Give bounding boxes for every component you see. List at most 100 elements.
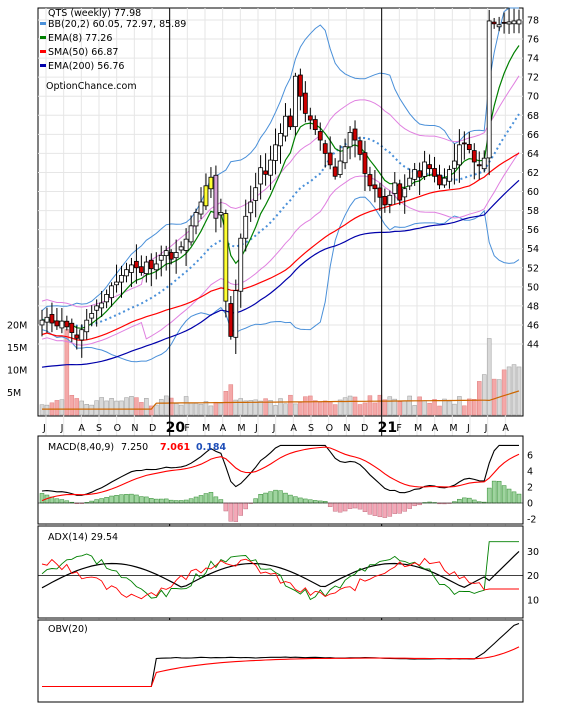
volume-bar — [283, 403, 288, 416]
volume-bar — [303, 396, 308, 416]
candle-body — [347, 132, 353, 148]
macd-histogram-bar — [94, 499, 99, 504]
volume-average-line — [42, 390, 520, 410]
month-label: M — [202, 423, 210, 434]
macd-histogram-bar — [178, 500, 184, 504]
price-tick-label: 70 — [527, 92, 539, 103]
macd-value-1: 7.250 — [121, 442, 148, 453]
volume-bar — [99, 397, 104, 416]
volume-bar — [472, 399, 477, 416]
obv-average-line — [42, 646, 520, 688]
price-tick-label: 78 — [527, 16, 539, 27]
volume-bar — [228, 384, 234, 416]
price-tick-label: 66 — [527, 130, 539, 141]
candle-body — [183, 238, 189, 251]
candle-body — [332, 166, 338, 177]
macd-histogram-bar — [283, 492, 288, 504]
volume-bar — [268, 400, 273, 416]
candle-body — [228, 303, 234, 337]
macd-histogram-bar — [124, 494, 129, 504]
candle-body — [471, 150, 477, 163]
candle-body — [208, 176, 214, 190]
month-label: D — [361, 423, 368, 434]
macd-histogram-bar — [397, 502, 402, 514]
price-tick-label: 46 — [527, 320, 539, 331]
candle-body — [407, 177, 413, 187]
candle-body — [178, 246, 184, 251]
candle-body — [94, 305, 100, 311]
candle-body — [198, 201, 204, 215]
month-label: 21 — [378, 420, 397, 436]
macd-histogram-bar — [243, 502, 248, 510]
month-label: A — [502, 423, 509, 434]
candle-body — [327, 152, 333, 166]
volume-bar — [263, 398, 268, 416]
macd-histogram-bar — [268, 491, 273, 504]
candle-body — [278, 132, 283, 147]
candle-body — [173, 252, 179, 259]
price-tick-label: 74 — [527, 54, 539, 65]
adx-axis: 30 20 10 — [527, 547, 539, 606]
adx-line — [41, 550, 520, 589]
volume-bar — [129, 396, 134, 416]
macd-histogram-bar — [213, 496, 219, 504]
price-tick-label: 76 — [527, 35, 539, 46]
macd-histogram-bar — [462, 497, 467, 504]
month-label: 20 — [166, 420, 186, 436]
macd-histogram-bar — [407, 502, 412, 509]
volume-bar — [437, 405, 442, 416]
candle-body — [466, 143, 472, 150]
volume-bar — [144, 398, 149, 416]
candle-body — [481, 157, 487, 170]
price-tick-label: 44 — [527, 340, 539, 351]
candle-body — [412, 169, 418, 180]
macd-tick-label: -2 — [527, 515, 536, 526]
sma50-line — [41, 152, 520, 342]
minus-di-line — [41, 557, 519, 600]
macd-histogram-bar — [313, 500, 318, 504]
volume-bar — [407, 395, 412, 416]
plus-di-line — [41, 541, 519, 601]
price-tick-label: 68 — [527, 111, 539, 122]
volume-bar — [427, 403, 432, 416]
candle-body — [89, 313, 95, 319]
macd-histogram-bar — [198, 495, 204, 504]
macd-histogram-bar — [308, 499, 313, 504]
volume-bar — [119, 400, 124, 416]
volume-bar — [457, 396, 462, 416]
candle-body — [362, 152, 368, 174]
volume-bar — [44, 404, 50, 416]
macd-histogram-bar — [39, 493, 45, 504]
month-label: J — [254, 423, 258, 434]
macd-tick-label: 4 — [527, 467, 533, 478]
macd-histogram-bar — [109, 495, 114, 504]
candle-body — [501, 21, 507, 24]
candle-body — [158, 254, 164, 261]
volume-bar — [233, 399, 239, 416]
month-label: S — [96, 423, 102, 434]
macd-histogram-bar — [114, 495, 119, 504]
candle-body — [288, 115, 293, 128]
candle-body — [74, 334, 80, 339]
candle-body — [64, 320, 70, 328]
candle-body — [302, 92, 308, 114]
obv-plot — [42, 622, 520, 688]
macd-histogram-bar — [173, 500, 179, 504]
price-tick-label: 62 — [527, 168, 539, 179]
candle-body — [54, 320, 60, 327]
volume-bar — [322, 400, 328, 416]
volume-bar — [89, 404, 94, 416]
volume-bar — [154, 404, 159, 416]
volume-bar — [79, 400, 84, 416]
volume-bar — [332, 404, 338, 416]
candle-body — [452, 160, 457, 169]
candle-body — [124, 269, 129, 277]
month-label: N — [131, 423, 138, 434]
macd-histogram-bar — [362, 502, 368, 512]
macd-histogram-bar — [54, 498, 60, 504]
macd-histogram-bar — [203, 493, 209, 504]
candle-body — [148, 259, 154, 270]
volume-bar — [347, 395, 353, 416]
macd-histogram-bar — [303, 498, 308, 504]
macd-panel-frame — [37, 435, 524, 525]
